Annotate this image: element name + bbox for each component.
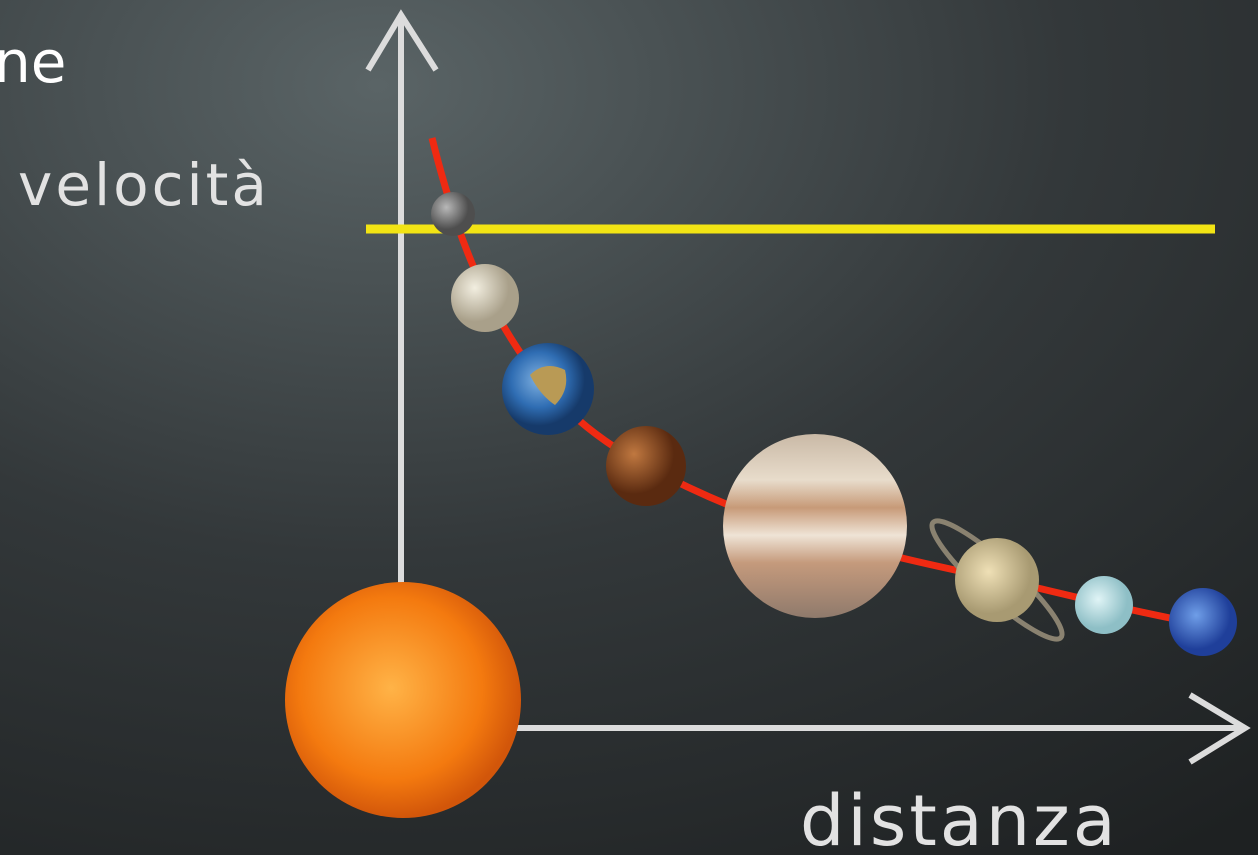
neptune	[1169, 588, 1237, 656]
saturn	[955, 538, 1039, 622]
x-axis-label: distanza	[800, 780, 1119, 855]
mars	[606, 426, 686, 506]
corner-text: ne	[0, 28, 66, 96]
jupiter	[723, 434, 907, 618]
y-axis-arrow	[365, 9, 439, 72]
uranus	[1075, 576, 1133, 634]
y-axis-label: velocità	[18, 151, 270, 219]
sun	[285, 582, 521, 818]
mercury	[431, 192, 475, 236]
x-axis-arrow	[1188, 692, 1251, 765]
venus	[451, 264, 519, 332]
earth-continent	[530, 366, 567, 405]
